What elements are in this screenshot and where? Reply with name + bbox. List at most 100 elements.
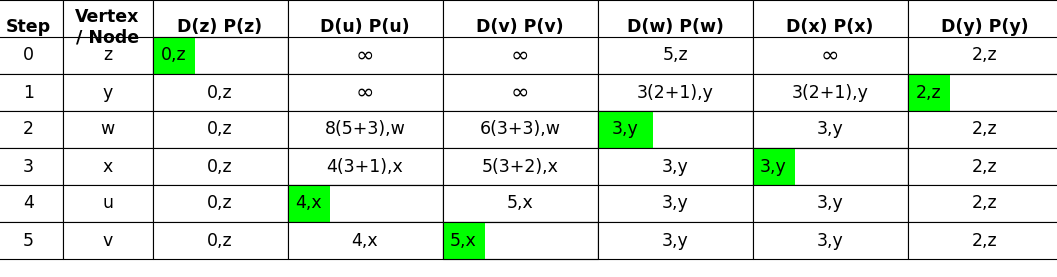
Bar	[753, 222, 908, 259]
Bar	[152, 148, 288, 185]
Bar	[597, 111, 652, 148]
Text: 0,z: 0,z	[207, 83, 233, 101]
Text: Vertex
/ Node: Vertex / Node	[75, 8, 140, 47]
Bar	[288, 74, 443, 111]
Bar	[0, 185, 62, 222]
Bar	[753, 148, 795, 185]
Text: 8(5+3),w: 8(5+3),w	[324, 120, 406, 138]
Bar	[152, 37, 288, 74]
Bar	[62, 74, 152, 111]
Bar	[908, 74, 1057, 111]
Text: ∞: ∞	[356, 45, 374, 65]
Text: 5,z: 5,z	[662, 47, 688, 65]
Bar	[597, 37, 753, 74]
Bar	[152, 37, 288, 74]
Text: 2,z: 2,z	[972, 47, 998, 65]
Text: 2,z: 2,z	[972, 194, 998, 212]
Bar	[753, 148, 908, 185]
Text: D(z) P(z): D(z) P(z)	[178, 19, 262, 37]
Bar	[0, 148, 62, 185]
Bar	[152, 37, 194, 74]
Text: 2,z: 2,z	[915, 83, 942, 101]
Text: 2: 2	[23, 120, 34, 138]
Text: 5,x: 5,x	[450, 232, 477, 250]
Text: 2,z: 2,z	[972, 158, 998, 176]
Text: 0,z: 0,z	[207, 232, 233, 250]
Text: Step: Step	[6, 19, 51, 37]
Text: 3(2+1),y: 3(2+1),y	[636, 83, 713, 101]
Bar	[443, 222, 597, 259]
Text: 2,z: 2,z	[972, 232, 998, 250]
Bar	[62, 185, 152, 222]
Bar	[443, 0, 597, 55]
Bar	[753, 0, 908, 55]
Bar	[443, 148, 597, 185]
Text: 2,z: 2,z	[972, 120, 998, 138]
Text: w: w	[100, 120, 114, 138]
Text: z: z	[103, 47, 112, 65]
Text: 5,x: 5,x	[506, 194, 534, 212]
Bar	[908, 74, 949, 111]
Bar	[753, 111, 908, 148]
Text: 3,y: 3,y	[817, 194, 843, 212]
Bar	[443, 185, 597, 222]
Text: ∞: ∞	[511, 83, 530, 102]
Bar	[443, 111, 597, 148]
Text: 0,z: 0,z	[207, 194, 233, 212]
Bar	[753, 74, 908, 111]
Bar	[0, 222, 62, 259]
Bar	[443, 222, 484, 259]
Text: v: v	[103, 232, 113, 250]
Bar	[288, 111, 443, 148]
Bar	[908, 111, 1057, 148]
Bar	[597, 148, 753, 185]
Text: 3: 3	[23, 158, 34, 176]
Bar	[288, 0, 443, 55]
Text: 4,x: 4,x	[295, 194, 321, 212]
Bar	[443, 74, 597, 111]
Bar	[908, 148, 1057, 185]
Bar	[288, 185, 330, 222]
Text: 6(3+3),w: 6(3+3),w	[480, 120, 560, 138]
Text: 3,y: 3,y	[817, 232, 843, 250]
Text: x: x	[103, 158, 113, 176]
Text: D(u) P(u): D(u) P(u)	[320, 19, 410, 37]
Bar	[443, 37, 597, 74]
Bar	[753, 148, 908, 185]
Bar	[152, 0, 288, 55]
Bar	[152, 185, 288, 222]
Bar	[597, 111, 753, 148]
Text: ∞: ∞	[820, 45, 839, 65]
Text: 5: 5	[23, 232, 34, 250]
Bar	[62, 0, 152, 55]
Text: 0,z: 0,z	[161, 47, 186, 65]
Bar	[288, 185, 443, 222]
Text: 0: 0	[23, 47, 34, 65]
Text: 1: 1	[23, 83, 34, 101]
Text: 3,y: 3,y	[760, 158, 786, 176]
Bar	[908, 37, 1057, 74]
Bar	[152, 74, 288, 111]
Text: ∞: ∞	[511, 45, 530, 65]
Bar	[597, 74, 753, 111]
Bar	[62, 111, 152, 148]
Bar	[908, 222, 1057, 259]
Text: 4(3+1),x: 4(3+1),x	[327, 158, 404, 176]
Bar	[597, 0, 753, 55]
Bar	[0, 0, 62, 55]
Bar	[0, 37, 62, 74]
Bar	[62, 222, 152, 259]
Bar	[597, 222, 753, 259]
Bar	[288, 185, 443, 222]
Bar	[152, 111, 288, 148]
Text: 0,z: 0,z	[207, 158, 233, 176]
Bar	[908, 185, 1057, 222]
Bar	[753, 37, 908, 74]
Bar	[597, 111, 753, 148]
Text: D(y) P(y): D(y) P(y)	[941, 19, 1028, 37]
Bar	[753, 185, 908, 222]
Bar	[62, 148, 152, 185]
Bar	[288, 37, 443, 74]
Text: 3(2+1),y: 3(2+1),y	[792, 83, 869, 101]
Text: 3,y: 3,y	[662, 158, 688, 176]
